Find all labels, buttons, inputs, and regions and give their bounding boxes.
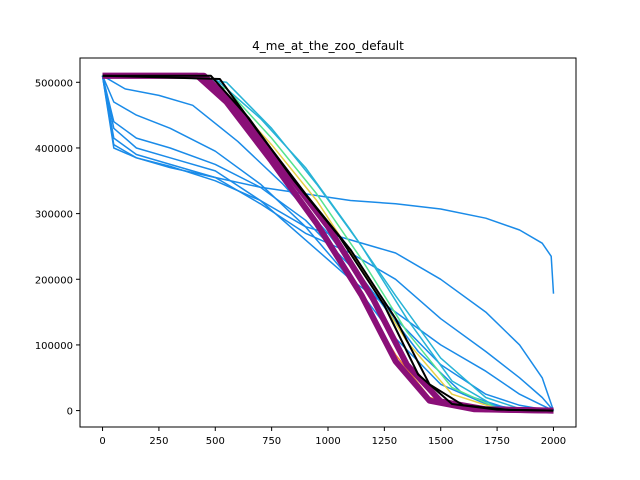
x-tick-label: 0	[99, 436, 105, 447]
x-tick-label: 250	[149, 436, 168, 447]
y-tick-label: 100000	[35, 341, 73, 352]
series-line-12	[102, 72, 554, 414]
x-tick-label: 2000	[541, 436, 566, 447]
x-tick-label: 1500	[428, 436, 453, 447]
series-line-5	[101, 75, 554, 412]
series-line-15	[102, 74, 554, 412]
y-tick-label: 300000	[35, 210, 73, 221]
y-tick-label: 200000	[35, 275, 73, 286]
y-tick-label: 500000	[35, 78, 73, 89]
x-axis: 0 250 500 750 1000 1250 1500 1750 2000	[99, 427, 566, 447]
series-line-3	[101, 75, 554, 412]
y-tick-label: 0	[67, 407, 73, 418]
x-tick-label: 1750	[484, 436, 509, 447]
x-tick-label: 500	[206, 436, 225, 447]
chart-title: 4_me_at_the_zoo_default	[252, 39, 404, 53]
plot-frame	[79, 57, 577, 428]
y-tick-label: 400000	[35, 144, 73, 155]
plot-lines	[101, 72, 555, 414]
y-axis: 0 100000 200000 300000 400000 500000	[35, 78, 80, 418]
series-line-0	[101, 75, 555, 294]
x-tick-label: 1000	[315, 436, 340, 447]
x-tick-label: 750	[262, 436, 281, 447]
x-tick-label: 1250	[372, 436, 397, 447]
